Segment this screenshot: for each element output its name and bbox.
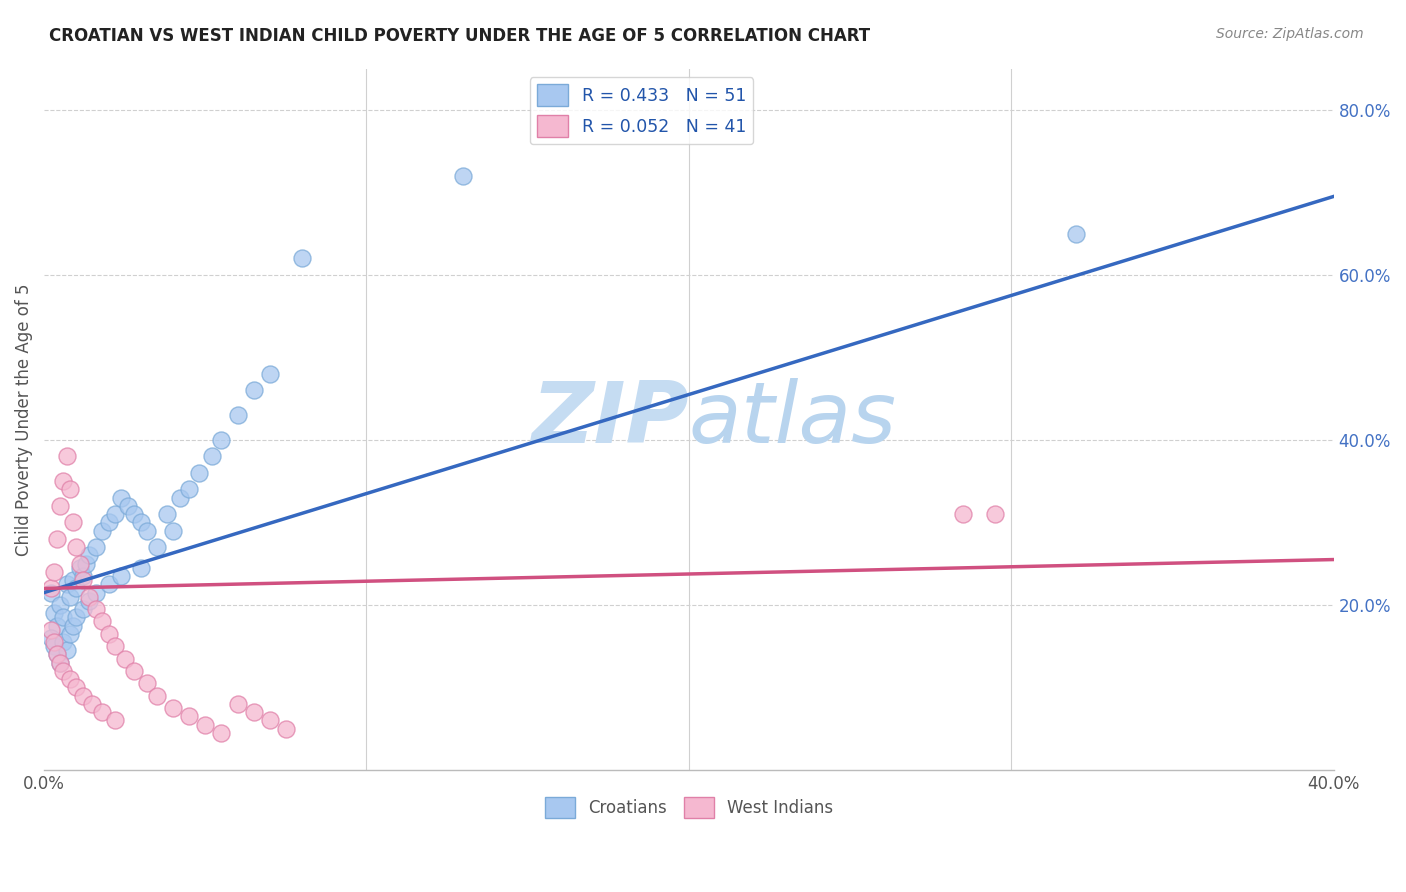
Point: [46, 648, 69, 662]
Point: [65, 582, 87, 596]
Point: [77, 549, 100, 563]
Point: [65, 540, 87, 554]
Point: [49, 656, 72, 670]
Point: [187, 466, 209, 480]
Point: [39, 631, 62, 645]
Point: [117, 499, 139, 513]
Point: [42, 639, 65, 653]
Point: [97, 577, 120, 591]
Point: [84, 585, 107, 599]
Point: [84, 540, 107, 554]
Point: [1064, 227, 1087, 241]
Point: [62, 618, 84, 632]
Point: [59, 627, 82, 641]
Point: [110, 491, 132, 505]
Point: [72, 569, 94, 583]
Point: [77, 590, 100, 604]
Point: [82, 697, 104, 711]
Point: [72, 689, 94, 703]
Point: [49, 656, 72, 670]
Point: [194, 717, 217, 731]
Point: [136, 524, 159, 538]
Point: [179, 483, 201, 497]
Point: [179, 709, 201, 723]
Point: [39, 582, 62, 596]
Point: [39, 585, 62, 599]
Point: [146, 689, 169, 703]
Point: [201, 450, 224, 464]
Point: [46, 532, 69, 546]
Point: [274, 722, 297, 736]
Point: [69, 561, 91, 575]
Point: [169, 491, 191, 505]
Point: [55, 450, 77, 464]
Text: Source: ZipAtlas.com: Source: ZipAtlas.com: [1216, 27, 1364, 41]
Point: [136, 676, 159, 690]
Point: [52, 610, 75, 624]
Text: atlas: atlas: [689, 377, 897, 461]
Point: [209, 433, 232, 447]
Point: [952, 507, 974, 521]
Point: [55, 577, 77, 591]
Point: [242, 384, 264, 398]
Point: [259, 714, 281, 728]
Point: [124, 507, 146, 521]
Point: [156, 507, 179, 521]
Point: [984, 507, 1007, 521]
Point: [162, 701, 184, 715]
Point: [91, 705, 114, 719]
Point: [52, 474, 75, 488]
Point: [129, 516, 152, 530]
Point: [97, 627, 120, 641]
Point: [451, 169, 474, 183]
Point: [59, 672, 82, 686]
Point: [91, 615, 114, 629]
Point: [226, 408, 249, 422]
Point: [75, 557, 97, 571]
Point: [59, 483, 82, 497]
Point: [52, 664, 75, 678]
Point: [46, 618, 69, 632]
Point: [55, 643, 77, 657]
Point: [91, 524, 114, 538]
Point: [104, 507, 127, 521]
Point: [114, 651, 136, 665]
Point: [49, 499, 72, 513]
Point: [84, 602, 107, 616]
Legend: Croatians, West Indians: Croatians, West Indians: [538, 790, 839, 825]
Point: [97, 516, 120, 530]
Point: [65, 681, 87, 695]
Point: [62, 516, 84, 530]
Point: [62, 573, 84, 587]
Point: [69, 557, 91, 571]
Point: [104, 639, 127, 653]
Point: [259, 367, 281, 381]
Point: [226, 697, 249, 711]
Point: [162, 524, 184, 538]
Point: [146, 540, 169, 554]
Point: [42, 635, 65, 649]
Point: [110, 569, 132, 583]
Point: [49, 598, 72, 612]
Point: [52, 635, 75, 649]
Point: [291, 252, 314, 266]
Point: [77, 594, 100, 608]
Text: ZIP: ZIP: [531, 377, 689, 461]
Point: [46, 648, 69, 662]
Point: [129, 561, 152, 575]
Point: [65, 610, 87, 624]
Point: [42, 565, 65, 579]
Point: [104, 714, 127, 728]
Point: [242, 705, 264, 719]
Point: [59, 590, 82, 604]
Point: [124, 664, 146, 678]
Text: CROATIAN VS WEST INDIAN CHILD POVERTY UNDER THE AGE OF 5 CORRELATION CHART: CROATIAN VS WEST INDIAN CHILD POVERTY UN…: [49, 27, 870, 45]
Point: [72, 573, 94, 587]
Y-axis label: Child Poverty Under the Age of 5: Child Poverty Under the Age of 5: [15, 283, 32, 556]
Point: [72, 602, 94, 616]
Point: [39, 623, 62, 637]
Point: [209, 726, 232, 740]
Point: [42, 606, 65, 620]
